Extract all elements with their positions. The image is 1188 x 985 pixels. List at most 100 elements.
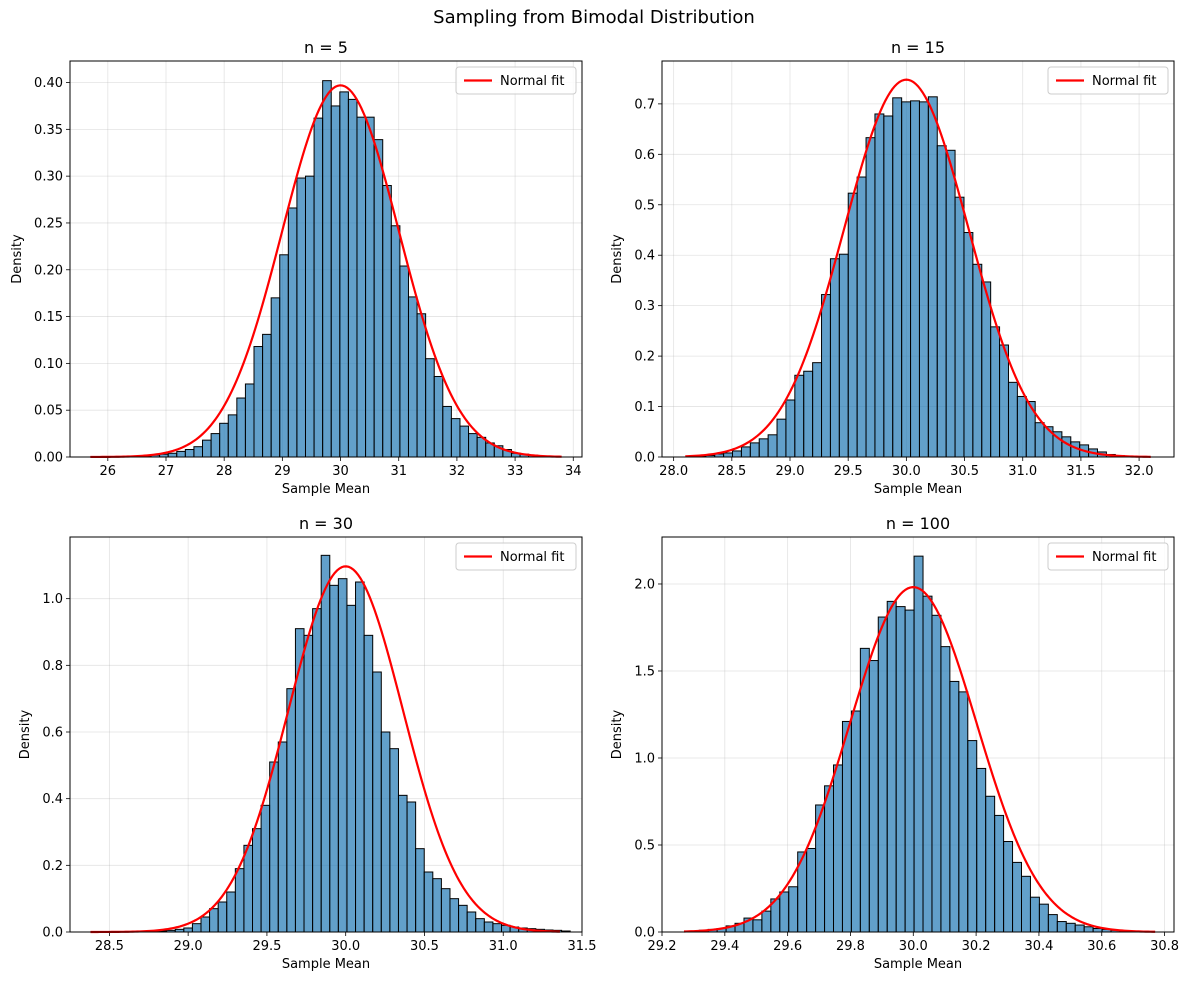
histogram-bar [440,888,451,933]
histogram-bar [468,433,478,458]
histogram-bar [252,828,262,933]
histogram-bar [918,101,929,458]
y-tick-label: 0.3 [634,299,655,314]
normal-fit-line [683,586,1156,933]
x-tick-label: 27 [158,464,175,479]
histogram-bar [303,634,314,933]
histogram-bar [372,671,382,933]
x-tick-label: 30.5 [410,939,439,954]
histogram-bar [329,584,339,933]
x-tick-label: 28.5 [95,939,124,954]
histogram-bar [209,908,219,933]
histogram-bar [892,97,903,458]
histogram-bar [304,175,315,458]
y-tick-label: 0.30 [34,170,63,185]
y-tick-label: 0.8 [42,659,63,674]
histogram-bar [901,101,912,458]
histogram-bar [475,918,485,933]
histogram-bar [458,904,468,933]
histogram-bar [1092,928,1103,933]
histogram-bar [785,399,796,458]
histogram-bar [415,848,425,933]
legend-box [1047,542,1169,571]
histogram-bar [176,450,186,458]
legend: Normal fit [455,66,577,95]
histogram-bar [270,297,281,458]
axes-frame [661,60,1175,458]
histogram-bar [269,761,279,933]
histogram-bar [931,614,942,933]
y-tick-label: 0.7 [634,97,655,112]
figure-title: Sampling from Bimodal Distribution [433,7,755,28]
histogram-bar [833,764,843,933]
histogram-bar [296,177,306,458]
x-tick-label: 32 [449,464,466,479]
axes-frame [69,60,583,458]
x-tick-label: 30 [332,464,349,479]
axes: 29.2 29.4 29.6 29.8 30.0 30.2 30.4 30.6 30.8 0.0 0… [634,577,1179,954]
histogram-bar [406,801,417,933]
histogram-bar [313,117,324,458]
histogram-bar [184,449,195,458]
y-tick-label: 0.1 [634,400,655,415]
x-tick-label: 30.0 [899,939,928,954]
x-axis-label: Sample Mean [282,957,370,972]
histogram-bar [1074,924,1085,933]
histogram-bar [856,176,867,458]
histogram-bar [433,375,444,458]
x-tick-label: 30.0 [331,939,360,954]
y-tick-label: 0.10 [34,357,63,372]
x-tick-label: 30.5 [950,464,979,479]
y-tick-label: 0.25 [34,216,63,231]
x-tick-label: 29.0 [174,939,203,954]
histogram-bar [1047,914,1058,933]
y-axis-label: Density [610,709,625,759]
x-tick-label: 31.0 [1008,464,1037,479]
histogram-bar [219,422,229,458]
x-tick-label: 31.5 [1066,464,1095,479]
y-tick-label: 2.0 [634,577,655,592]
histogram-bar [1061,436,1072,458]
x-tick-label: 34 [565,464,582,479]
axes: 26 27 28 29 30 31 32 33 34 0.00 0.05 0.10 0.15 0.20 0.… [34,76,581,479]
histogram-bar [806,847,817,933]
legend-label: Normal fit [1092,550,1156,565]
x-axis-label: Sample Mean [874,482,962,497]
x-axis-label: Sample Mean [874,957,962,972]
histogram-bar [883,115,894,458]
x-tick-label: 26 [100,464,117,479]
histogram-bar [1016,395,1027,458]
histogram-bar [442,405,452,458]
histogram-bar [346,604,357,933]
histogram-bar [373,139,384,458]
legend-box [1047,66,1169,95]
histogram-bar [416,313,427,458]
histogram-bar [365,116,375,458]
legend: Normal fit [1047,542,1169,571]
axes-frame [661,536,1175,933]
legend-label: Normal fit [500,550,564,565]
histogram-bar [210,433,221,458]
histogram-bar [423,871,434,933]
histogram-bar [1029,896,1040,933]
axes: 28.0 28.5 29.0 29.5 30.0 30.5 31.0 31.5 32.0 0.0 0… [634,97,1153,479]
histogram-bar [449,898,460,933]
histogram-bar [910,100,920,458]
histogram-bar [226,891,236,933]
y-tick-label: 0.2 [634,350,655,365]
histogram-bar [200,916,211,933]
y-axis-label: Density [610,234,625,284]
histogram-bar [954,196,965,458]
histogram-bar [838,253,849,458]
x-tick-label: 31 [390,464,407,479]
histogram-bar [1003,841,1014,933]
y-tick-label: 0.6 [634,148,655,163]
histogram-bar [217,901,228,933]
histogram-bar [397,794,408,933]
histogram-bar [940,646,951,933]
x-axis-label: Sample Mean [282,482,370,497]
histogram-bar [356,116,367,458]
histogram-bar [994,814,1005,933]
legend-label: Normal fit [1092,74,1156,89]
histogram-bar [758,438,769,458]
